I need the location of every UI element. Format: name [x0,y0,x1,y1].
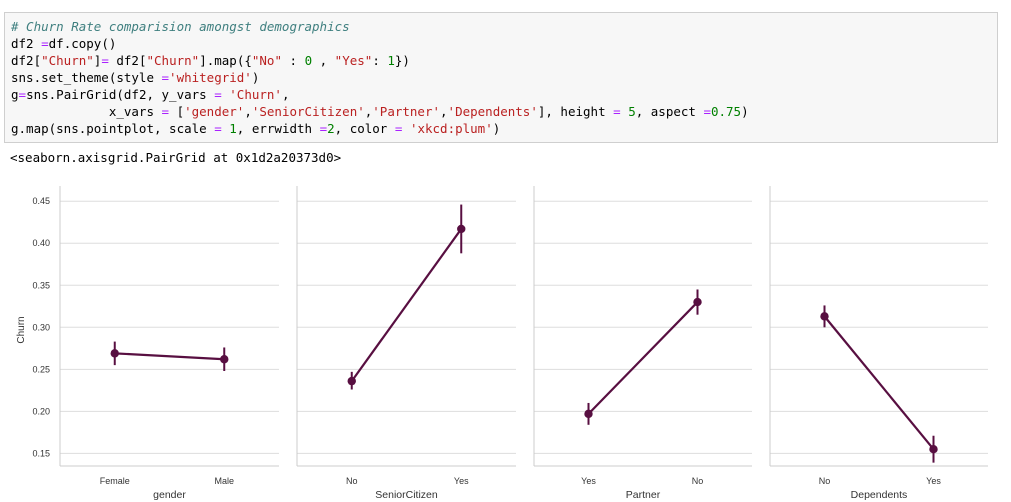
data-point [347,376,356,386]
code-token: sns.PairGrid(df2, y_vars [26,87,215,102]
code-token: g.map(sns.pointplot, scale [11,121,215,136]
code-token: g [11,87,19,102]
data-point [457,224,466,234]
code-token: "Churn" [146,53,200,68]
y-tick-label: 0.15 [32,448,50,458]
code-token: sns.set_theme(style [11,70,162,85]
code-token: 'gender' [184,104,245,119]
code-token: x_vars [11,104,162,119]
code-token: , [244,104,252,119]
x-tick-label: No [819,476,831,486]
data-point [584,409,593,419]
x-axis-label: SeniorCitizen [375,489,438,501]
code-token: 'xkcd:plum' [409,121,493,136]
code-token: ] [93,53,102,68]
y-axis-label: Churn [16,316,27,343]
code-line: g.map(sns.pointplot, scale = 1, errwidth… [11,120,997,137]
data-point [693,297,702,307]
cell-output: <seaborn.axisgrid.PairGrid at 0x1d2a2037… [10,150,342,165]
code-token: ) [251,70,260,85]
code-line: x_vars = ['gender','SeniorCitizen','Part… [11,103,997,120]
series-line [823,315,935,450]
code-token: = [214,87,222,102]
x-tick-label: Female [100,476,130,486]
code-token: 'Churn' [229,87,282,102]
pairgrid-figure: Female Male gender No Yes SeniorCitizen Yes No P… [16,186,988,501]
code-token: # Churn Rate comparision amongst demogra… [11,19,350,34]
code-token: }) [394,53,410,68]
y-tick-label: 0.40 [32,238,50,248]
code-token: 0.75 [710,104,742,119]
x-axis-label: gender [153,489,186,501]
x-tick-label: Yes [454,476,469,486]
data-point [110,349,119,358]
code-token: ], height [537,104,614,119]
code-token: = [101,53,109,68]
y-tick-label: 0.30 [32,322,50,332]
code-token: ].map({ [199,53,252,68]
code-token: : [372,53,388,68]
code-token: df2[ [108,53,147,68]
code-line: df2 =df.copy() [11,35,997,52]
code-token: = [394,121,403,136]
code-token: , [440,104,448,119]
series-line [114,352,225,361]
code-token: , [281,87,290,102]
code-token: "No" [251,53,282,68]
data-point [220,355,229,364]
code-token: ) [492,121,501,136]
code-token: df.copy() [48,36,117,51]
code-line: g=sns.PairGrid(df2, y_vars = 'Churn', [11,86,997,103]
code-token: = [18,87,27,102]
code-token: , [312,53,335,68]
code-line: sns.set_theme(style ='whitegrid') [11,69,997,86]
x-tick-label: Male [214,476,234,486]
code-token: 5 [628,104,636,119]
code-token: ) [741,104,749,119]
data-point [929,444,938,454]
code-token: df2[ [11,53,42,68]
series-line [350,228,463,382]
y-tick-label: 0.35 [32,280,50,290]
x-tick-label: No [692,476,704,486]
code-token: = [319,121,328,136]
y-tick-label: 0.45 [32,196,50,206]
code-token: , [364,104,373,119]
code-token: "Yes" [334,53,373,68]
code-token: , aspect [635,104,704,119]
code-token: = [161,104,170,119]
code-token: df2 [11,36,42,51]
x-tick-label: No [346,476,358,486]
code-token: 0 [304,53,313,68]
code-token: = [214,121,222,136]
code-token: 1 [387,53,395,68]
code-token: 'SeniorCitizen' [251,104,365,119]
code-token: "Churn" [41,53,94,68]
code-token: = [613,104,621,119]
code-token: = [703,104,711,119]
code-token: : [281,53,305,68]
data-point [820,312,829,321]
code-line: # Churn Rate comparision amongst demogra… [11,18,997,35]
x-tick-label: Yes [926,476,941,486]
code-token: = [41,36,49,51]
code-token: 'Dependents' [447,104,538,119]
code-token: , errwidth [236,121,320,136]
x-axis-label: Partner [626,489,661,501]
code-token: 'Partner' [372,104,441,119]
code-line: df2["Churn"]= df2["Churn"].map({"No" : 0… [11,52,997,69]
code-token [402,121,410,136]
code-token: = [161,70,170,85]
series-line [587,301,699,415]
y-tick-label: 0.25 [32,364,50,374]
x-tick-label: Yes [581,476,596,486]
code-cell[interactable]: # Churn Rate comparision amongst demogra… [4,12,998,143]
code-token: 1 [229,121,237,136]
code-token: 'whitegrid' [169,70,252,85]
code-token: 2 [327,121,335,136]
code-token: [ [169,104,185,119]
y-tick-label: 0.20 [32,406,50,416]
code-token: , color [334,121,395,136]
x-axis-label: Dependents [851,489,908,501]
